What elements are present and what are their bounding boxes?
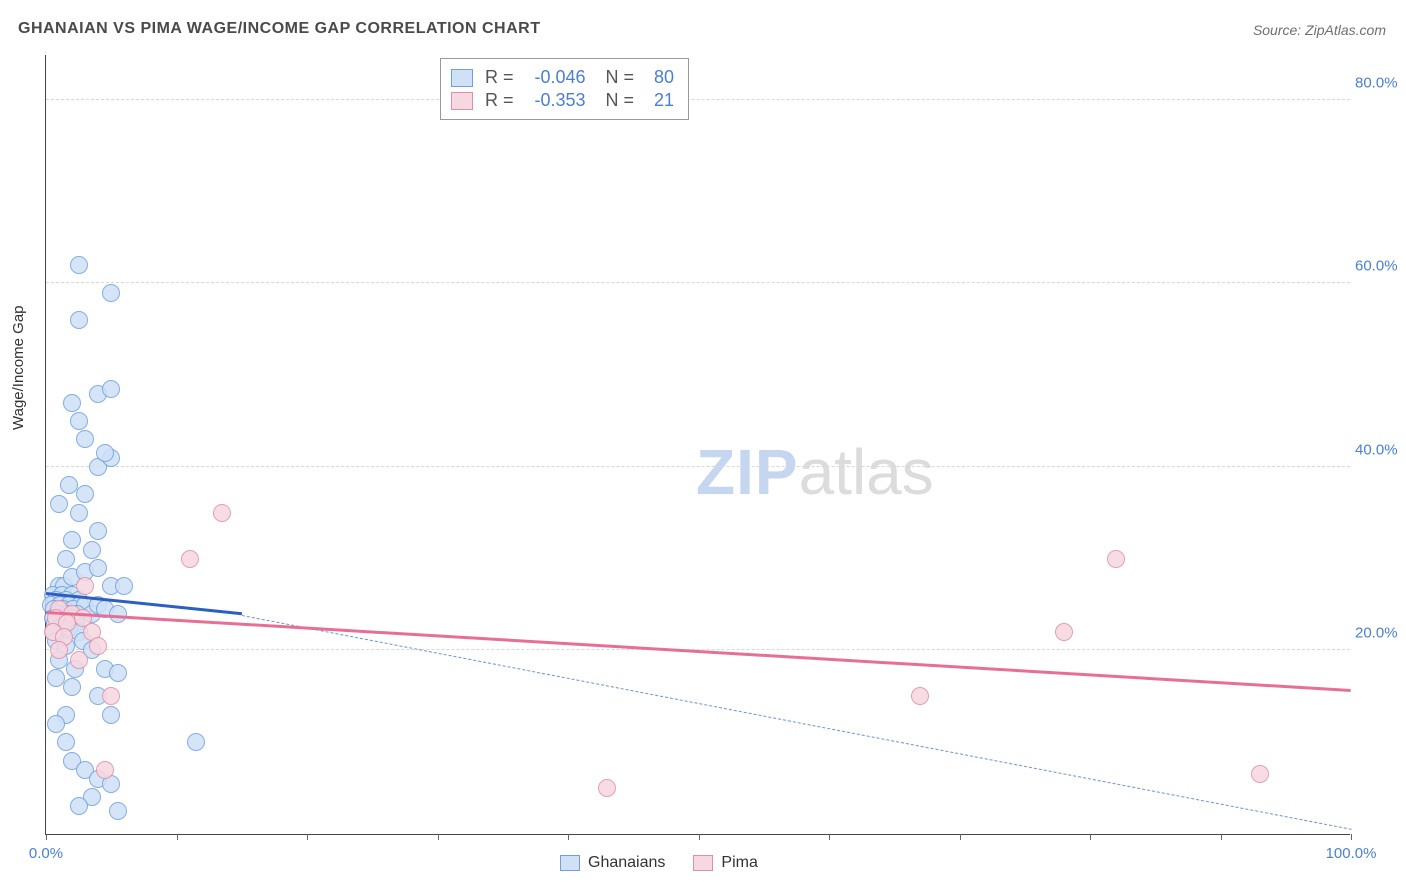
x-tick-label: 100.0% [1326, 845, 1377, 862]
x-tick-label: 0.0% [29, 845, 63, 862]
trend-line [242, 615, 1351, 830]
scatter-plot-area: ZIPatlas 20.0%40.0%60.0%80.0%0.0%100.0% [45, 55, 1350, 835]
x-tick [829, 834, 830, 840]
legend-row: R = -0.046 N = 80 [451, 67, 674, 88]
x-tick [1090, 834, 1091, 840]
data-point [57, 733, 75, 751]
n-value: 21 [646, 90, 674, 111]
data-point [102, 706, 120, 724]
legend-swatch [560, 855, 580, 871]
data-point [63, 678, 81, 696]
data-point [109, 605, 127, 623]
data-point [60, 476, 78, 494]
r-label: R = [485, 90, 514, 111]
data-point [1251, 765, 1269, 783]
y-axis-label: Wage/Income Gap [10, 305, 27, 430]
x-tick [438, 834, 439, 840]
legend-row: R = -0.353 N = 21 [451, 90, 674, 111]
gridline-h [46, 466, 1350, 467]
legend-swatch [451, 92, 473, 110]
data-point [50, 641, 68, 659]
data-point [70, 797, 88, 815]
gridline-h [46, 99, 1350, 100]
data-point [109, 664, 127, 682]
data-point [47, 715, 65, 733]
source-prefix: Source: [1253, 22, 1305, 38]
legend-item: Pima [693, 854, 757, 872]
x-tick [307, 834, 308, 840]
data-point [96, 444, 114, 462]
y-tick-label: 60.0% [1355, 258, 1406, 275]
data-point [109, 802, 127, 820]
r-value: -0.046 [526, 67, 586, 88]
gridline-h [46, 282, 1350, 283]
data-point [63, 531, 81, 549]
x-tick [568, 834, 569, 840]
y-tick-label: 40.0% [1355, 441, 1406, 458]
n-value: 80 [646, 67, 674, 88]
legend-item: Ghanaians [560, 854, 665, 872]
legend-swatch [693, 855, 713, 871]
source-attribution: Source: ZipAtlas.com [1253, 22, 1386, 38]
data-point [96, 761, 114, 779]
legend-label: Ghanaians [588, 854, 665, 872]
x-tick [1221, 834, 1222, 840]
x-tick [46, 834, 47, 840]
data-point [598, 779, 616, 797]
data-point [1107, 550, 1125, 568]
data-point [83, 541, 101, 559]
data-point [102, 284, 120, 302]
data-point [115, 577, 133, 595]
data-point [70, 311, 88, 329]
y-tick-label: 20.0% [1355, 625, 1406, 642]
legend-swatch [451, 69, 473, 87]
data-point [57, 550, 75, 568]
x-tick [699, 834, 700, 840]
chart-title: GHANAIAN VS PIMA WAGE/INCOME GAP CORRELA… [18, 20, 541, 38]
data-point [89, 637, 107, 655]
y-tick-label: 80.0% [1355, 74, 1406, 91]
n-label: N = [606, 90, 635, 111]
data-point [76, 577, 94, 595]
data-point [50, 495, 68, 513]
data-point [1055, 623, 1073, 641]
data-point [89, 559, 107, 577]
data-point [102, 687, 120, 705]
data-point [181, 550, 199, 568]
trend-line [46, 611, 1351, 692]
data-point [89, 522, 107, 540]
legend-label: Pima [721, 854, 757, 872]
series-legend: Ghanaians Pima [560, 854, 758, 872]
source-name: ZipAtlas.com [1305, 22, 1386, 38]
r-label: R = [485, 67, 514, 88]
data-point [187, 733, 205, 751]
data-point [70, 651, 88, 669]
n-label: N = [606, 67, 635, 88]
data-point [63, 394, 81, 412]
r-value: -0.353 [526, 90, 586, 111]
x-tick [960, 834, 961, 840]
data-point [213, 504, 231, 522]
watermark-zip: ZIP [696, 436, 799, 508]
data-point [76, 485, 94, 503]
watermark: ZIPatlas [696, 435, 934, 509]
x-tick [177, 834, 178, 840]
data-point [102, 380, 120, 398]
x-tick [1351, 834, 1352, 840]
data-point [76, 430, 94, 448]
data-point [70, 504, 88, 522]
correlation-legend: R = -0.046 N = 80 R = -0.353 N = 21 [440, 58, 689, 120]
watermark-atlas: atlas [799, 436, 934, 508]
data-point [70, 256, 88, 274]
data-point [70, 412, 88, 430]
data-point [911, 687, 929, 705]
